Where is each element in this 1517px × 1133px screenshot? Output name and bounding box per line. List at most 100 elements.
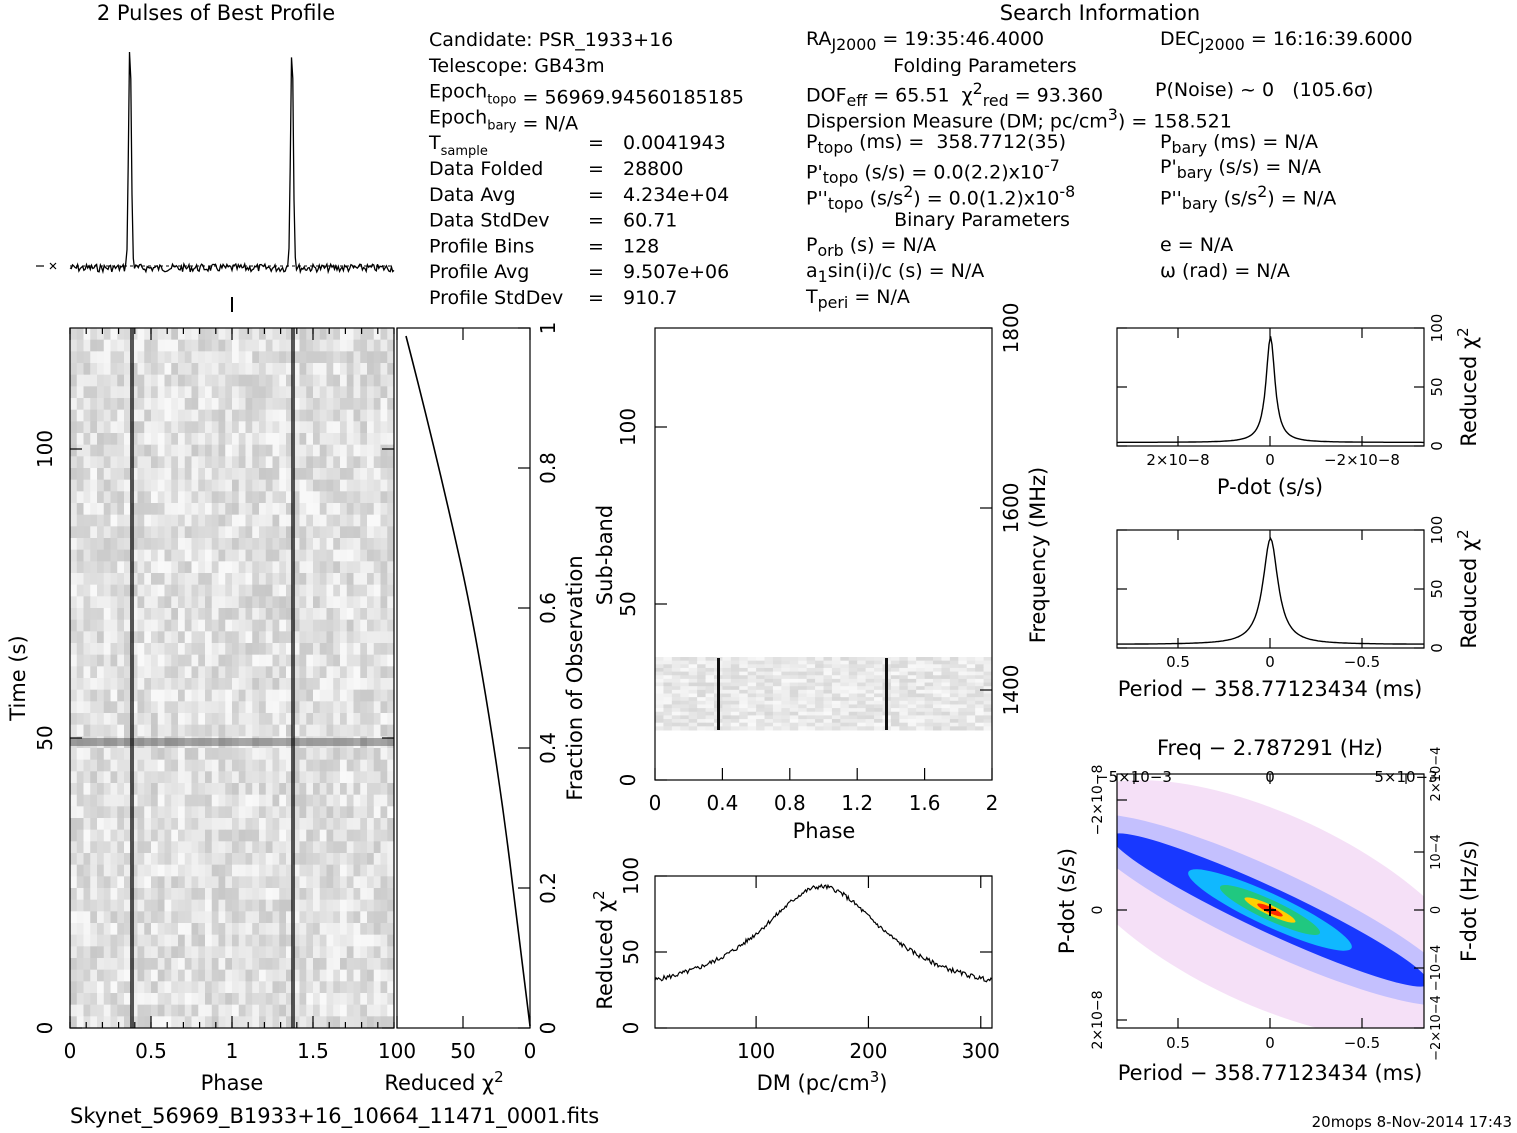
tp-cell: [211, 573, 219, 586]
tp-cell: [306, 479, 314, 492]
tp-cell: [340, 503, 348, 516]
tp-cell: [130, 573, 138, 586]
sb-cell: [933, 657, 942, 662]
tp-cell: [367, 573, 375, 586]
footer-filename: Skynet_56969_B1933+16_10664_11471_0001.f…: [70, 1104, 599, 1129]
sb-cell: [899, 675, 909, 680]
tp-cell: [70, 596, 78, 609]
tp-cell: [144, 666, 152, 679]
info-left-row: Profile Avg: [429, 261, 529, 283]
tp-cell: [171, 888, 179, 901]
tp-cell: [319, 421, 327, 434]
sb-cell: [671, 715, 681, 720]
tp-cell: [184, 468, 192, 481]
tp-cell: [218, 969, 226, 982]
tp-cell: [164, 503, 172, 516]
sb-cell: [983, 719, 993, 724]
sb-cell: [722, 711, 732, 716]
tp-cell: [238, 538, 246, 551]
sb-cell: [739, 693, 749, 698]
sb-cell: [857, 675, 867, 680]
tp-cell: [373, 561, 381, 574]
tp-cell: [151, 1016, 159, 1029]
tp-cell: [306, 608, 314, 621]
tp-cell: [292, 526, 300, 539]
tp-cell: [387, 794, 395, 807]
pdot-curve: [1117, 336, 1424, 444]
tp-cell: [367, 771, 375, 784]
tp-cell: [110, 678, 118, 691]
tp-cell: [333, 876, 341, 889]
tp-cell: [144, 643, 152, 656]
tp-cell: [259, 526, 267, 539]
tp-cell: [184, 584, 192, 597]
tp-cell: [178, 561, 186, 574]
tp-cell: [333, 946, 341, 959]
sb-cell: [874, 664, 883, 669]
tp-cell: [218, 981, 226, 994]
tp-cell: [117, 468, 125, 481]
sb-cell: [722, 697, 732, 702]
tp-cell: [286, 864, 294, 877]
tp-cell: [292, 608, 300, 621]
tp-cell: [299, 993, 307, 1006]
tp-cell: [279, 806, 287, 819]
sb-xlabel: Phase: [793, 819, 856, 843]
tp-cell: [157, 433, 165, 446]
sb-cell: [941, 726, 951, 731]
sb-cell: [983, 715, 993, 720]
tp-cell: [380, 654, 388, 667]
tp-cell: [313, 969, 321, 982]
tp-cell: [340, 526, 348, 539]
tp-cell: [191, 538, 199, 551]
tp-cell: [306, 409, 314, 422]
tp-cell: [360, 853, 368, 866]
tp-cell: [184, 421, 192, 434]
sb-cell: [764, 689, 774, 694]
tp-cell: [130, 771, 138, 784]
tp-cell: [218, 468, 226, 481]
tp-cell: [353, 748, 361, 761]
sb-cell: [958, 689, 968, 694]
tp-cell: [198, 829, 206, 842]
tp-cell: [164, 421, 172, 434]
sb-cell: [655, 689, 664, 694]
tp-cell: [259, 771, 267, 784]
sb-cell: [756, 704, 766, 709]
tp-cell: [360, 398, 368, 411]
tp-cell: [232, 468, 240, 481]
sb-cell: [958, 664, 968, 669]
tp-cell: [292, 643, 300, 656]
tp-cell: [245, 724, 253, 737]
tp-cell: [130, 888, 138, 901]
sb-cell: [949, 693, 959, 698]
tp-cell: [279, 876, 287, 889]
tp-cell: [157, 374, 165, 387]
tp-cell: [178, 514, 186, 527]
tp-cell: [97, 771, 105, 784]
tp-cell: [90, 853, 98, 866]
tp-cell: [164, 911, 172, 924]
tp-cell: [184, 841, 192, 854]
tp-cell: [252, 701, 260, 714]
tp-cell: [151, 911, 159, 924]
tp-cell: [164, 631, 172, 644]
sb-cell: [890, 678, 900, 684]
tp-cell: [319, 876, 327, 889]
tp-cell: [238, 666, 246, 679]
tp-cell: [157, 468, 165, 481]
tp-cell: [367, 374, 375, 387]
sb-cell: [815, 719, 824, 724]
sb-cell: [874, 700, 883, 705]
tp-cell: [225, 608, 233, 621]
tp-cell: [211, 351, 219, 364]
tp-cell: [178, 468, 186, 481]
tp-cell: [191, 923, 199, 936]
tp-cell: [340, 596, 348, 609]
tp-cell: [286, 853, 294, 866]
tp-cell: [265, 759, 273, 772]
tp-cell: [373, 538, 381, 551]
tp-cell: [70, 468, 78, 481]
tp-cell: [218, 666, 226, 679]
tp-cell: [340, 643, 348, 656]
